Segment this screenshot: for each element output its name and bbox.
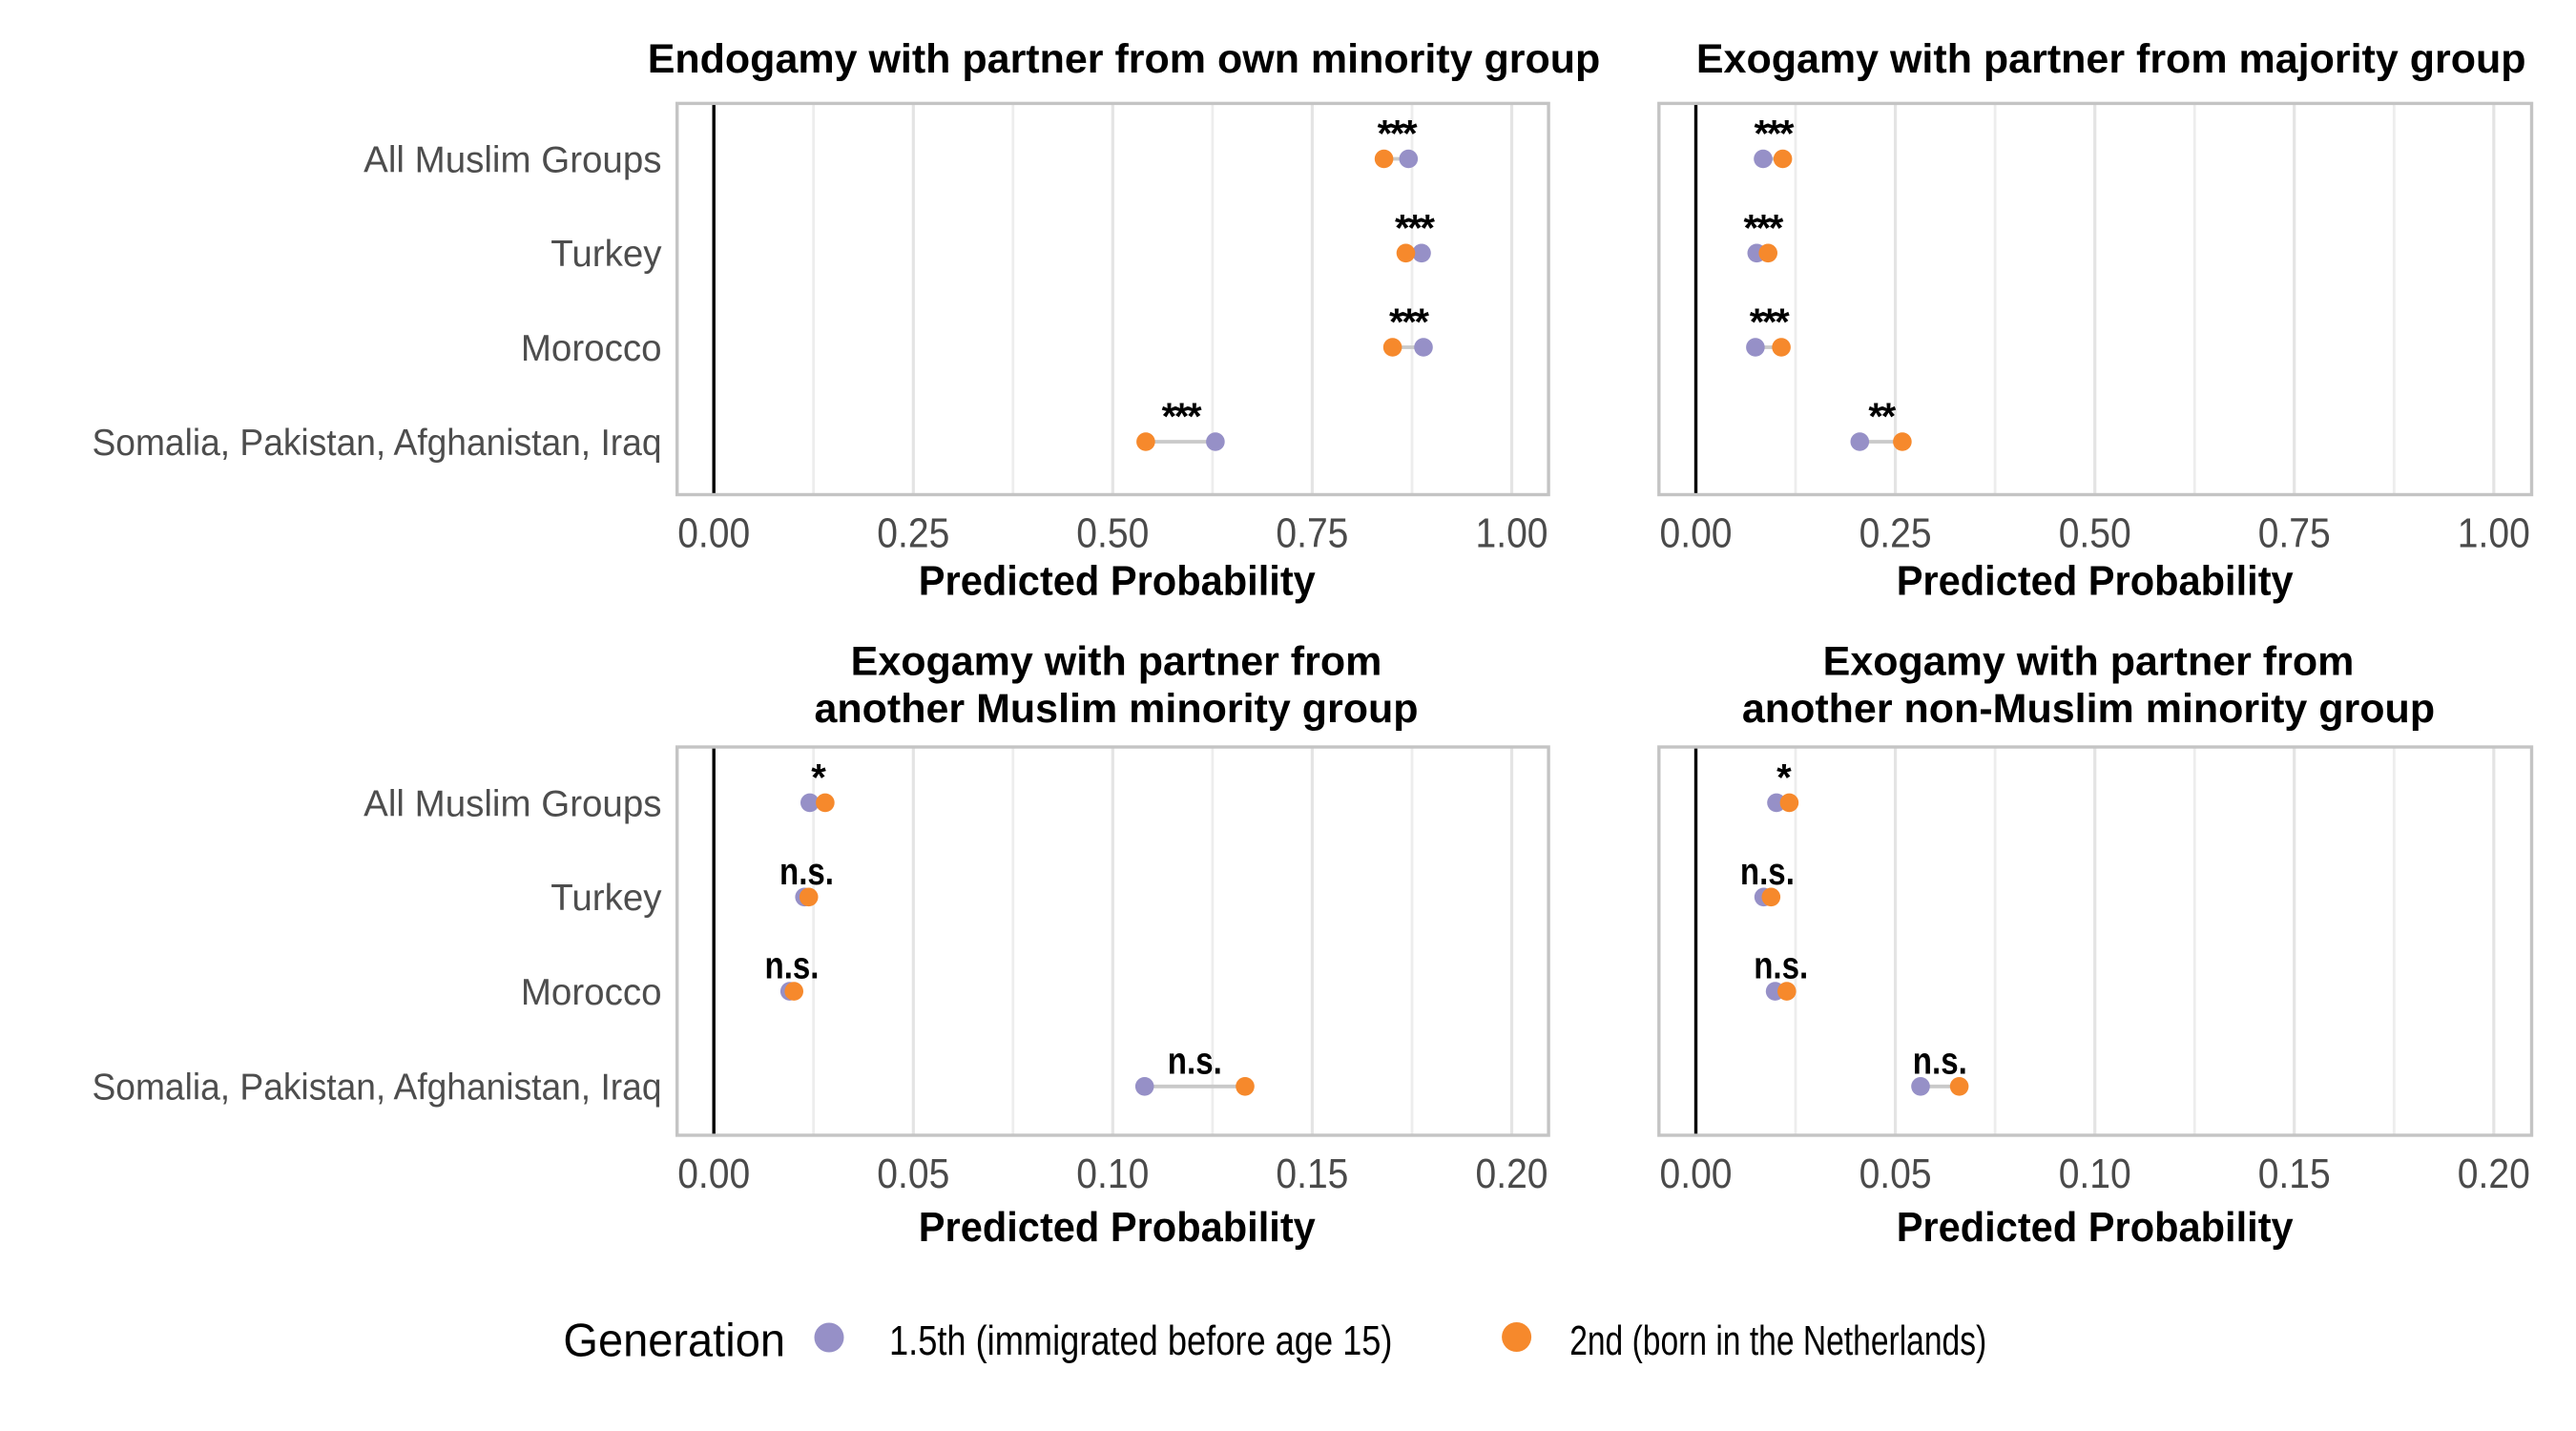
svg-text:All Muslim Groups: All Muslim Groups [364, 783, 661, 824]
svg-text:n.s.: n.s. [1913, 1040, 1967, 1082]
svg-text:Morocco: Morocco [521, 972, 662, 1013]
svg-text:0.15: 0.15 [1276, 1151, 1348, 1197]
svg-text:***: *** [1395, 207, 1435, 249]
svg-text:0.15: 0.15 [2258, 1151, 2331, 1197]
svg-text:0.10: 0.10 [1076, 1151, 1149, 1197]
svg-text:n.s.: n.s. [765, 945, 820, 987]
svg-text:Endogamy with partner from own: Endogamy with partner from own minority … [648, 36, 1601, 82]
svg-text:Turkey: Turkey [551, 878, 662, 919]
svg-text:Exogamy with partner from: Exogamy with partner from [1823, 638, 2355, 684]
svg-text:0.50: 0.50 [1076, 510, 1149, 557]
svg-text:Predicted Probability: Predicted Probability [1897, 558, 2294, 605]
svg-text:Predicted Probability: Predicted Probability [919, 1204, 1316, 1251]
svg-text:Exogamy with partner from: Exogamy with partner from [851, 638, 1382, 684]
svg-text:1.00: 1.00 [2458, 510, 2530, 557]
svg-text:***: *** [1378, 114, 1418, 156]
svg-text:n.s.: n.s. [1740, 851, 1795, 893]
svg-text:***: *** [1743, 207, 1783, 249]
svg-text:Somalia, Pakistan, Afghanistan: Somalia, Pakistan, Afghanistan, Iraq [93, 423, 662, 464]
svg-text:0.25: 0.25 [1859, 510, 1932, 557]
svg-text:**: ** [1868, 396, 1896, 438]
svg-text:Turkey: Turkey [551, 234, 662, 275]
svg-text:0.50: 0.50 [2059, 510, 2131, 557]
svg-text:n.s.: n.s. [1754, 945, 1808, 987]
svg-text:Predicted Probability: Predicted Probability [919, 558, 1316, 605]
svg-text:0.75: 0.75 [1276, 510, 1348, 557]
svg-text:***: *** [1162, 396, 1202, 438]
svg-text:Exogamy with partner from majo: Exogamy with partner from majority group [1696, 36, 2526, 82]
svg-text:another non-Muslim minority gr: another non-Muslim minority group [1742, 686, 2435, 732]
svg-text:0.25: 0.25 [877, 510, 949, 557]
svg-text:0.00: 0.00 [1660, 1151, 1733, 1197]
svg-text:0.20: 0.20 [1476, 1151, 1548, 1197]
svg-text:***: *** [1755, 114, 1795, 156]
svg-text:1.00: 1.00 [1476, 510, 1548, 557]
svg-text:0.75: 0.75 [2258, 510, 2331, 557]
svg-text:n.s.: n.s. [1168, 1040, 1222, 1082]
svg-text:0.05: 0.05 [1859, 1151, 1932, 1197]
svg-text:2nd (born in the Netherlands): 2nd (born in the Netherlands) [1569, 1317, 1986, 1364]
svg-text:0.05: 0.05 [877, 1151, 949, 1197]
svg-text:Morocco: Morocco [521, 328, 662, 369]
svg-text:Somalia, Pakistan, Afghanistan: Somalia, Pakistan, Afghanistan, Iraq [93, 1068, 662, 1109]
svg-text:Generation: Generation [563, 1315, 785, 1366]
svg-text:0.10: 0.10 [2059, 1151, 2131, 1197]
svg-text:0.20: 0.20 [2458, 1151, 2530, 1197]
svg-text:***: *** [1389, 301, 1429, 343]
svg-text:0.00: 0.00 [1660, 510, 1733, 557]
svg-text:another Muslim minority group: another Muslim minority group [814, 686, 1418, 732]
svg-text:0.00: 0.00 [677, 510, 750, 557]
svg-text:0.00: 0.00 [677, 1151, 750, 1197]
svg-text:1.5th (immigrated before age 1: 1.5th (immigrated before age 15) [889, 1317, 1393, 1364]
svg-text:Predicted Probability: Predicted Probability [1897, 1204, 2294, 1251]
svg-text:n.s.: n.s. [779, 851, 834, 893]
svg-text:All Muslim Groups: All Muslim Groups [364, 139, 661, 180]
svg-text:***: *** [1750, 301, 1790, 343]
